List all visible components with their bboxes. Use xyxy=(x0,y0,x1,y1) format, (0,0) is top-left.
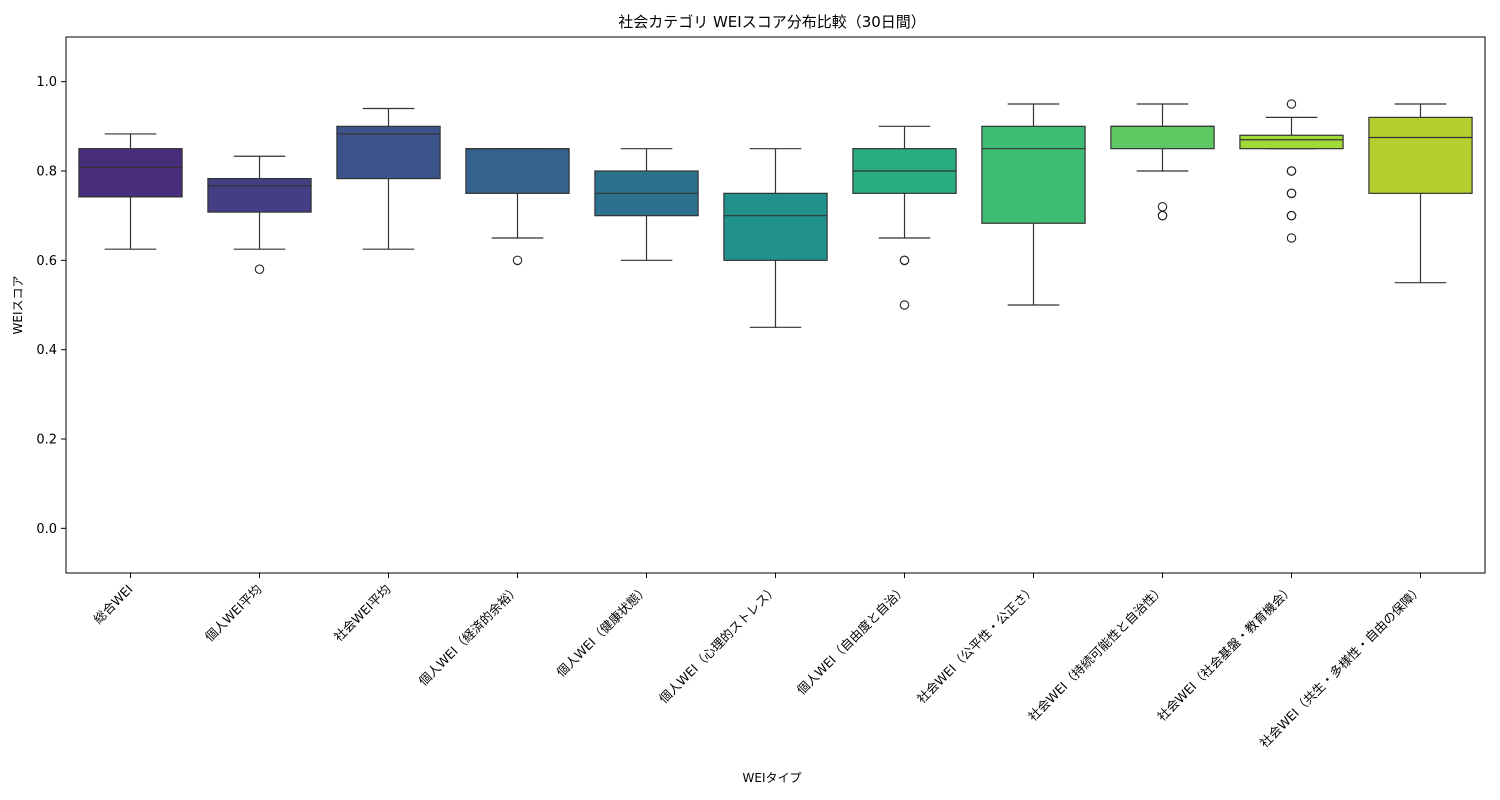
outlier-point xyxy=(1157,201,1168,212)
y-tick-label: 0.8 xyxy=(36,165,57,180)
boxes-layer xyxy=(78,99,1473,328)
x-tick-label: 社会WEI（公平性・公正さ） xyxy=(914,582,1039,707)
y-tick-label: 0.6 xyxy=(36,254,57,269)
y-axis: 0.0 0.2 0.4 0.6 0.8 1.0 xyxy=(36,75,66,537)
box-iqr xyxy=(723,192,828,261)
outlier-point xyxy=(1286,99,1297,109)
y-tick-label: 1.0 xyxy=(36,75,57,90)
outlier-point xyxy=(1157,210,1168,221)
x-tick-label: 個人WEI（経済的余裕） xyxy=(416,582,523,689)
box-group xyxy=(852,125,957,310)
box-group xyxy=(207,155,312,275)
x-tick-label: 総合WEI xyxy=(90,582,135,627)
y-tick-label: 0.4 xyxy=(36,343,57,358)
box-iqr xyxy=(207,177,312,213)
box-iqr xyxy=(981,125,1086,224)
x-tick-label: 社会WEI平均 xyxy=(331,582,394,645)
outlier-point xyxy=(1286,210,1297,221)
box-group xyxy=(78,133,183,250)
x-tick-label: 社会WEI（共生・多様性・自由の保障） xyxy=(1257,582,1426,751)
chart-title: 社会カテゴリ WEIスコア分布比較（30日間） xyxy=(618,13,926,31)
box-group xyxy=(594,148,699,261)
box-iqr xyxy=(465,148,570,194)
y-tick-label: 0.2 xyxy=(36,433,57,448)
box-group xyxy=(981,103,1086,306)
outlier-point xyxy=(1286,166,1297,176)
outlier-point xyxy=(1286,188,1297,199)
box-group xyxy=(723,148,828,328)
x-tick-label: 個人WEI（心理的ストレス） xyxy=(656,582,781,707)
box-group xyxy=(336,107,441,250)
x-tick-label: 個人WEI（健康状態） xyxy=(553,582,651,680)
box-group xyxy=(1110,103,1215,221)
outlier-point xyxy=(1286,233,1297,243)
box-iqr xyxy=(1110,125,1215,150)
x-tick-label: 個人WEI（自由度と自治） xyxy=(794,582,910,698)
box-group xyxy=(1368,103,1473,284)
box-iqr xyxy=(78,148,183,198)
box-iqr xyxy=(1239,134,1344,150)
box-group xyxy=(1239,99,1344,243)
x-axis-label: WEIタイプ xyxy=(743,771,802,785)
outlier-point xyxy=(512,255,523,266)
y-tick-label: 0.0 xyxy=(36,522,57,537)
outlier-point xyxy=(899,255,910,266)
x-tick-label: 個人WEI平均 xyxy=(202,582,265,645)
y-axis-label: WEIスコア xyxy=(11,276,25,335)
outlier-point xyxy=(254,264,265,275)
x-tick-label: 社会WEI（持続可能性と自治性） xyxy=(1025,582,1167,724)
x-axis: 総合WEI 個人WEI平均 社会WEI平均 個人WEI（経済的余裕） 個人WEI（健康状… xyxy=(90,573,1426,751)
box-group xyxy=(465,148,570,266)
box-iqr xyxy=(1368,116,1473,194)
box-iqr xyxy=(336,125,441,180)
x-tick-label: 社会WEI（社会基盤・教育機会） xyxy=(1154,582,1296,724)
outlier-point xyxy=(899,300,910,310)
